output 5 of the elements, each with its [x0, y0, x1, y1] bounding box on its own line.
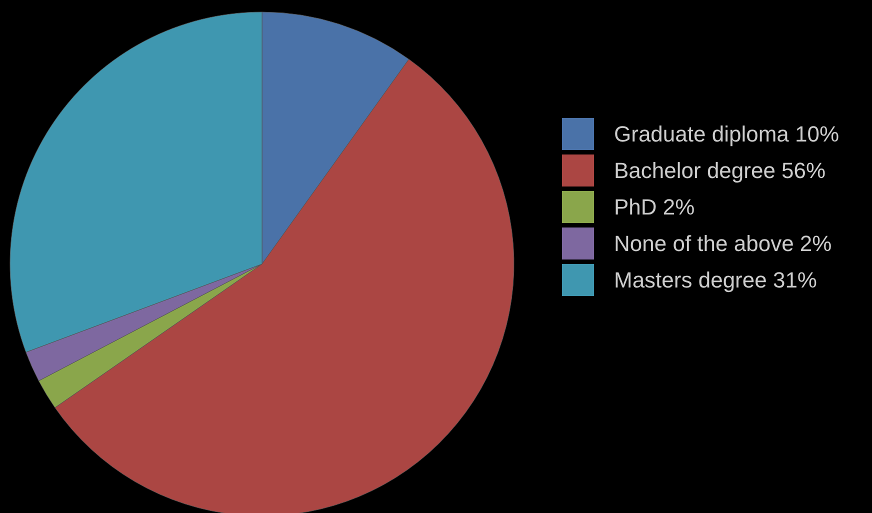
legend-label: Bachelor degree 56%	[614, 158, 826, 183]
legend-label: Graduate diploma 10%	[614, 122, 840, 146]
legend-label: PhD 2%	[614, 194, 695, 220]
legend-label: Masters degree 31%	[614, 268, 817, 292]
legend-label: None of the above 2%	[614, 231, 832, 256]
